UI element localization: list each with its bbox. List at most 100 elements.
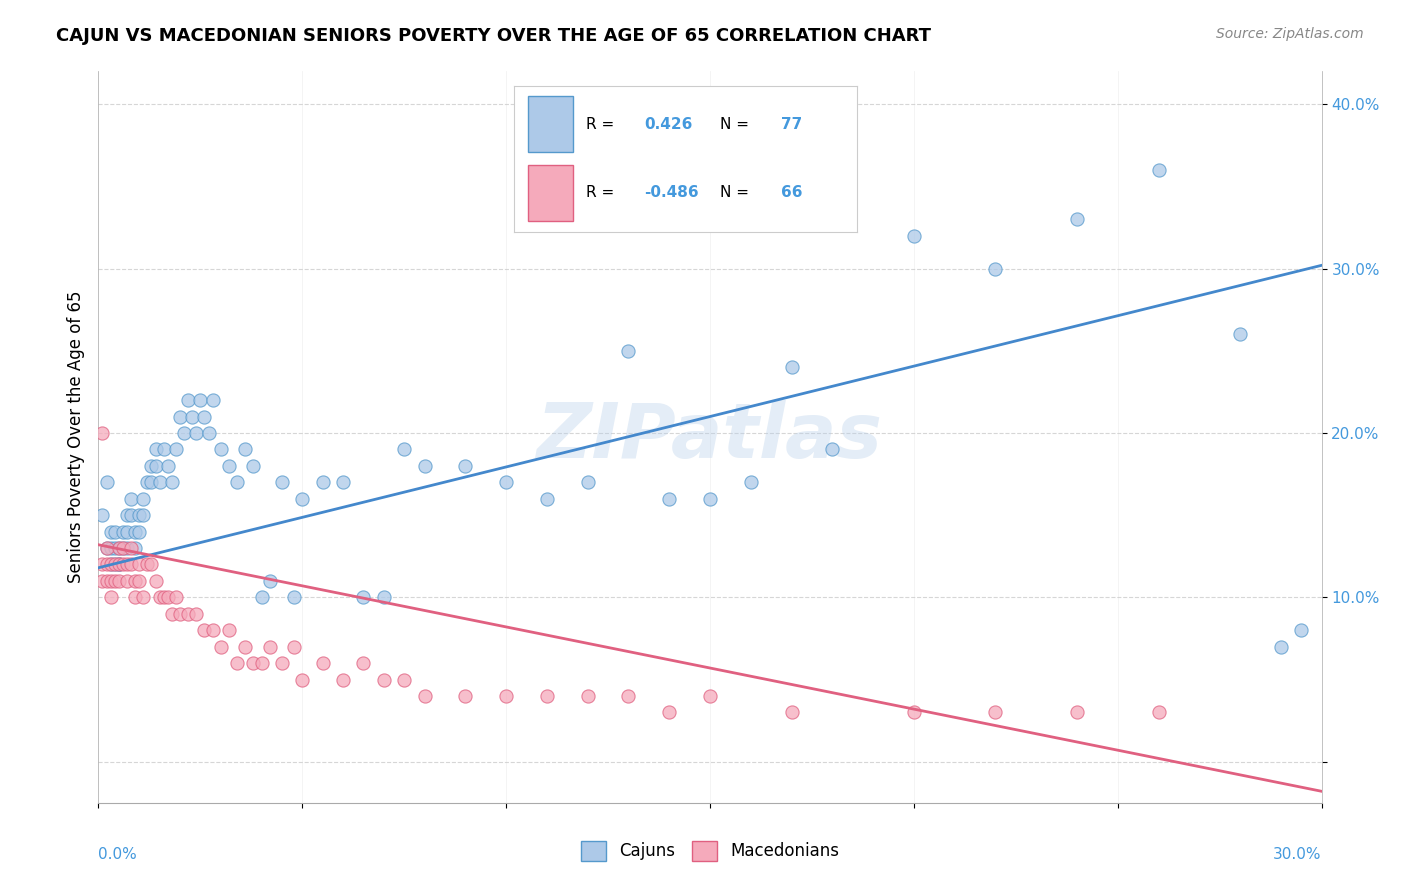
Point — [250, 656, 273, 670]
Point — [156, 458, 179, 473]
Point — [115, 524, 138, 539]
Point — [259, 640, 281, 654]
Point — [96, 558, 118, 572]
Point — [218, 624, 240, 638]
Point — [115, 508, 138, 523]
Point — [392, 442, 416, 457]
Point — [193, 624, 215, 638]
Point — [115, 541, 138, 555]
Point — [233, 442, 256, 457]
Point — [270, 475, 294, 490]
Point — [141, 558, 163, 572]
Point — [111, 541, 134, 555]
Point — [136, 475, 159, 490]
Point — [152, 591, 174, 605]
Point — [312, 475, 335, 490]
Point — [1229, 327, 1251, 342]
Point — [903, 228, 925, 243]
Point — [96, 541, 118, 555]
Point — [226, 656, 249, 670]
Point — [124, 574, 146, 588]
Point — [169, 607, 191, 621]
Point — [120, 558, 142, 572]
Point — [250, 591, 273, 605]
Point — [780, 706, 803, 720]
Point — [291, 673, 314, 687]
Point — [1147, 706, 1170, 720]
Point — [104, 574, 127, 588]
Point — [115, 574, 138, 588]
Point — [1066, 212, 1088, 227]
Point — [128, 574, 150, 588]
Point — [233, 640, 256, 654]
Point — [104, 558, 127, 572]
Point — [1147, 163, 1170, 178]
Point — [226, 475, 249, 490]
Point — [181, 409, 204, 424]
Point — [152, 442, 174, 457]
Point — [352, 591, 374, 605]
Point — [177, 393, 200, 408]
Point — [242, 458, 264, 473]
Point — [495, 475, 517, 490]
Point — [141, 458, 163, 473]
Point — [160, 607, 183, 621]
Point — [111, 541, 134, 555]
Point — [115, 558, 138, 572]
Point — [111, 524, 134, 539]
Point — [120, 491, 142, 506]
Point — [259, 574, 281, 588]
Point — [160, 475, 183, 490]
Point — [100, 591, 122, 605]
Point — [108, 541, 131, 555]
Point — [201, 393, 224, 408]
Point — [186, 607, 208, 621]
Point — [536, 491, 558, 506]
Point — [108, 558, 131, 572]
Point — [617, 343, 640, 358]
Point — [186, 425, 208, 440]
Point — [1066, 706, 1088, 720]
Point — [104, 558, 127, 572]
Point — [108, 558, 131, 572]
Point — [576, 689, 599, 703]
Point — [108, 558, 131, 572]
Text: 30.0%: 30.0% — [1274, 847, 1322, 862]
Point — [413, 458, 436, 473]
Point — [100, 558, 122, 572]
Point — [145, 458, 167, 473]
Point — [124, 524, 146, 539]
Point — [283, 640, 305, 654]
Point — [120, 541, 142, 555]
Point — [454, 689, 477, 703]
Point — [193, 409, 215, 424]
Point — [1291, 624, 1313, 638]
Point — [136, 558, 159, 572]
Point — [132, 591, 155, 605]
Text: CAJUN VS MACEDONIAN SENIORS POVERTY OVER THE AGE OF 65 CORRELATION CHART: CAJUN VS MACEDONIAN SENIORS POVERTY OVER… — [56, 27, 931, 45]
Point — [124, 541, 146, 555]
Point — [536, 689, 558, 703]
Point — [165, 442, 187, 457]
Point — [332, 475, 354, 490]
Y-axis label: Seniors Poverty Over the Age of 65: Seniors Poverty Over the Age of 65 — [66, 291, 84, 583]
Point — [197, 425, 219, 440]
Point — [332, 673, 354, 687]
Point — [120, 508, 142, 523]
Point — [821, 442, 844, 457]
Point — [96, 541, 118, 555]
Point — [984, 706, 1007, 720]
Legend: Cajuns, Macedonians: Cajuns, Macedonians — [574, 834, 846, 868]
Point — [124, 591, 146, 605]
Point — [128, 508, 150, 523]
Point — [141, 475, 163, 490]
Point — [169, 409, 191, 424]
Point — [100, 558, 122, 572]
Point — [658, 706, 681, 720]
Point — [108, 574, 131, 588]
Point — [352, 656, 374, 670]
Point — [173, 425, 195, 440]
Point — [91, 508, 114, 523]
Point — [145, 442, 167, 457]
Point — [128, 524, 150, 539]
